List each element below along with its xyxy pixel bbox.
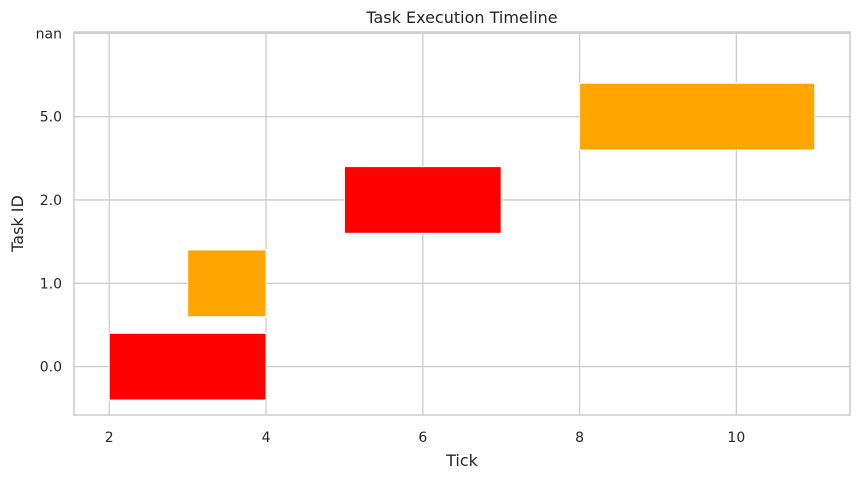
y-tick-label: 0.0 <box>40 360 62 376</box>
y-tick-label: 2.0 <box>40 193 62 209</box>
x-tick-label: 6 <box>418 430 427 446</box>
x-axis-title: Tick <box>445 451 479 470</box>
x-tick-labels: 2 4 6 8 10 <box>105 430 745 446</box>
task-bars <box>108 82 816 401</box>
y-axis-title: Task ID <box>8 195 27 253</box>
x-tick-label: 4 <box>262 430 271 446</box>
y-tick-label: 1.0 <box>40 276 62 292</box>
x-tick-label: 10 <box>727 430 745 446</box>
y-tick-labels: 0.0 1.0 2.0 5.0 nan <box>36 26 62 375</box>
plot-frame <box>73 31 851 416</box>
x-tick-label: 8 <box>575 430 584 446</box>
task-bar-1.0 <box>187 249 267 318</box>
chart-title: Task Execution Timeline <box>365 8 557 27</box>
x-tick-label: 2 <box>105 430 114 446</box>
y-tick-label: nan <box>36 26 62 42</box>
task-bar-5.0 <box>579 82 816 151</box>
task-bar-2.0 <box>343 166 502 234</box>
task-bar-0.0 <box>108 332 267 401</box>
y-tick-label: 5.0 <box>40 110 62 126</box>
